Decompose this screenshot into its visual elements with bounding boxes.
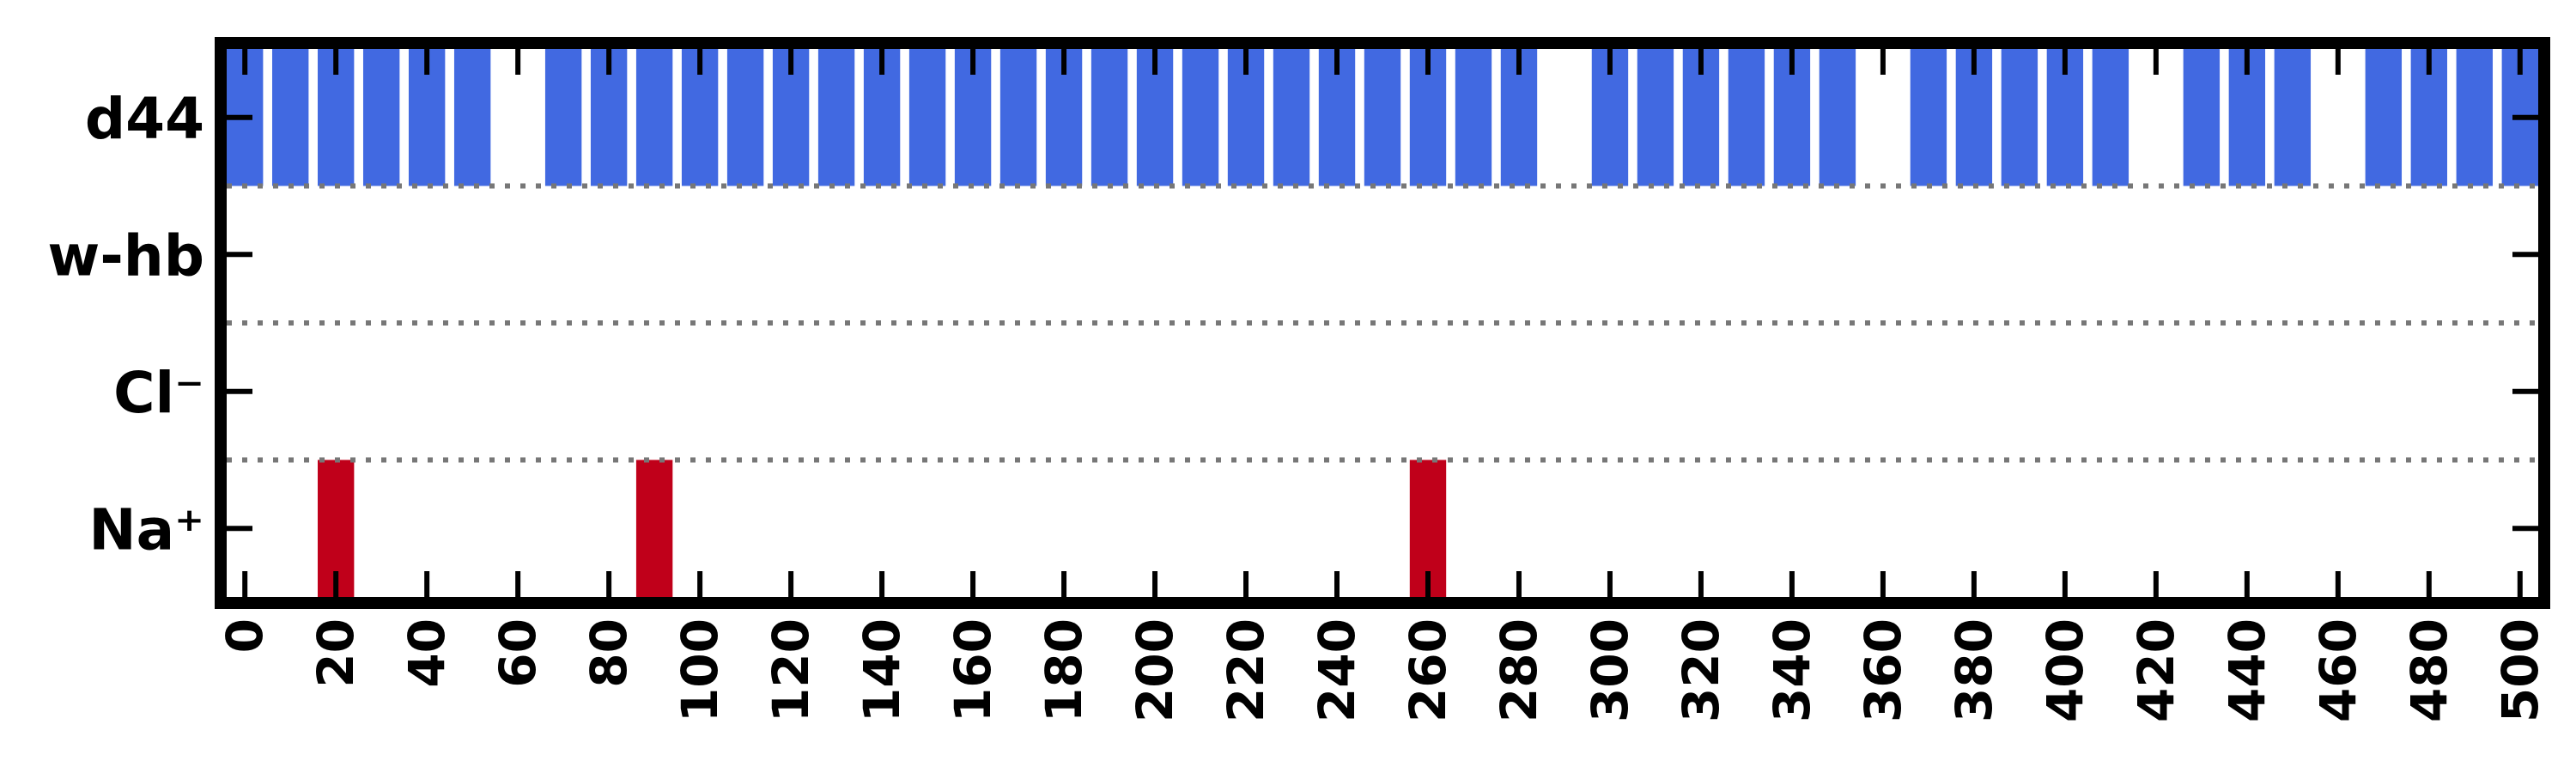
bar-1-19 <box>1091 49 1128 186</box>
bar-1-17 <box>999 49 1037 186</box>
xtick-label-25: 480 <box>2400 618 2458 722</box>
xtick-label-15: 280 <box>1490 618 1548 722</box>
bar-1-15 <box>908 49 946 186</box>
xtick-label-5: 80 <box>580 618 638 688</box>
bar-1-35 <box>1910 49 1947 186</box>
xtick-label-22: 420 <box>2127 618 2185 722</box>
row-label-1: d44 <box>85 86 204 152</box>
xtick-label-24: 460 <box>2309 618 2367 722</box>
xtick-label-2: 20 <box>307 618 365 688</box>
row-separators <box>227 183 2538 463</box>
plot-frame <box>215 37 2550 609</box>
bar-1-27 <box>1455 49 1492 186</box>
bar-1-4 <box>362 49 400 186</box>
xtick-label-9: 160 <box>944 618 1002 722</box>
xtick-label-3: 40 <box>398 618 456 688</box>
bar-1-9 <box>635 49 673 186</box>
xtick-label-6: 100 <box>671 618 729 722</box>
xtick-label-13: 240 <box>1308 618 1366 722</box>
xtick-label-18: 340 <box>1763 618 1821 722</box>
bar-1-32 <box>1728 49 1765 186</box>
row-label-2: w-hb <box>47 222 204 289</box>
bar-4-2 <box>635 460 673 597</box>
bar-1-34 <box>1819 49 1856 186</box>
xtick-label-20: 380 <box>1945 618 2003 722</box>
bar-1-7 <box>544 49 582 186</box>
xtick-label-12: 220 <box>1217 618 1275 722</box>
bar-1-40 <box>2183 49 2221 186</box>
xtick-label-16: 300 <box>1581 618 1639 722</box>
bar-1-37 <box>2001 49 2038 186</box>
xtick-label-14: 260 <box>1399 618 1457 722</box>
xtick-label-17: 320 <box>1672 618 1730 722</box>
row-labels: d44 w-hb Cl⁻ Na⁺ <box>47 86 204 563</box>
xtick-label-11: 200 <box>1126 618 1184 722</box>
xtick-label-21: 400 <box>2036 618 2094 722</box>
bar-1-2 <box>271 49 309 186</box>
bar-1-39 <box>2092 49 2129 186</box>
bar-1-21 <box>1182 49 1219 186</box>
row-label-4: Na⁺ <box>88 496 204 563</box>
bar-1-30 <box>1637 49 1674 186</box>
bar-1-6 <box>453 49 491 186</box>
xtick-label-8: 140 <box>853 618 911 722</box>
bar-1-11 <box>726 49 764 186</box>
row-label-3: Cl⁻ <box>113 360 204 426</box>
xtick-label-26: 500 <box>2491 618 2549 722</box>
tick-marks <box>227 49 2538 597</box>
bar-1-45 <box>2456 49 2494 186</box>
xtick-label-10: 180 <box>1035 618 1093 722</box>
xtick-label-4: 60 <box>489 618 547 688</box>
bar-1-42 <box>2274 49 2312 186</box>
bar-1-43 <box>2365 49 2403 186</box>
bar-1-23 <box>1273 49 1310 186</box>
xtick-label-7: 120 <box>762 618 820 722</box>
xtick-label-1: 0 <box>216 618 274 653</box>
bar-1-13 <box>817 49 855 186</box>
x-tick-labels: 0 20 40 60 80 100 120 140 160 180 200 220 240 260 280 3… <box>216 618 2549 722</box>
xtick-label-19: 360 <box>1854 618 1912 722</box>
xtick-label-23: 440 <box>2218 618 2276 722</box>
bar-1-25 <box>1364 49 1401 186</box>
bars-layer <box>227 49 2538 597</box>
